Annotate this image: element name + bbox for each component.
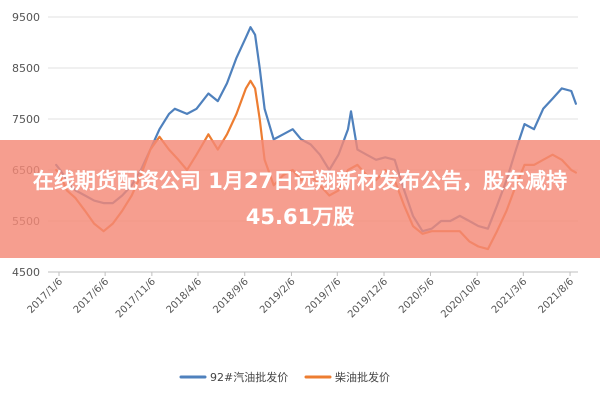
x-tick-label: 2017/1/6	[26, 276, 66, 316]
x-tick-label: 2020/5/6	[397, 276, 437, 316]
x-tick-label: 2019/2/6	[258, 276, 298, 316]
y-tick-label: 8500	[12, 62, 40, 75]
y-tick-label: 7500	[12, 113, 40, 126]
x-tick-label: 2017/11/6	[114, 276, 158, 320]
x-tick-label: 2020/10/6	[439, 276, 483, 320]
x-tick-label: 2021/8/6	[537, 276, 577, 316]
x-tick-label: 2019/7/6	[304, 276, 344, 316]
headline-text: 在线期货配资公司 1月27日远翔新材发布公告，股东减持45.61万股	[32, 169, 568, 229]
legend-label: 柴油批发价	[335, 370, 390, 384]
x-axis-ticks: 2017/1/6 2017/6/6 2017/11/6 2018/4/6 2018/9/…	[26, 272, 577, 320]
x-tick-label: 2018/4/6	[165, 276, 205, 316]
x-tick-label: 2017/6/6	[72, 276, 112, 316]
legend-label: 92#汽油批发价	[210, 370, 288, 384]
x-tick-label: 2019/12/6	[346, 276, 390, 320]
headline-banner: 在线期货配资公司 1月27日远翔新材发布公告，股东减持45.61万股	[0, 140, 600, 258]
x-tick-label: 2021/3/6	[490, 276, 530, 316]
legend: 92#汽油批发价 柴油批发价	[179, 370, 390, 384]
y-tick-label: 9500	[12, 11, 40, 24]
y-tick-label: 4500	[12, 266, 40, 279]
x-tick-label: 2018/9/6	[211, 276, 251, 316]
